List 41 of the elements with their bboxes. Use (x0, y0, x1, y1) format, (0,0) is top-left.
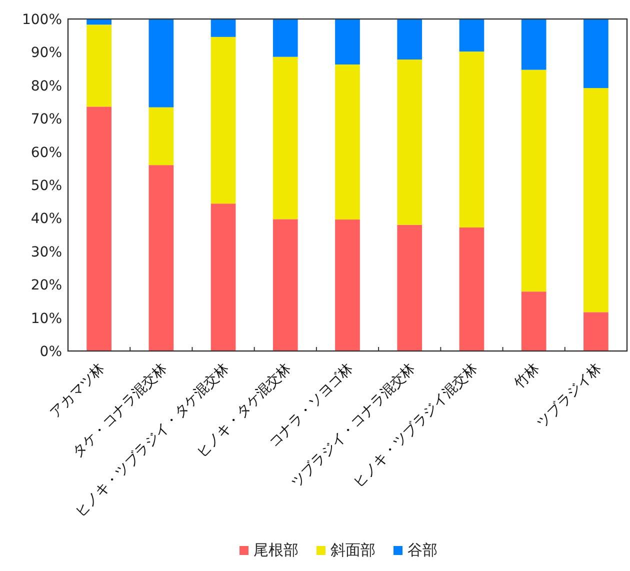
y-tick-label: 20% (30, 278, 62, 294)
bar (521, 70, 546, 292)
bar (584, 19, 608, 88)
bar (272, 56, 298, 220)
legend-label: 尾根部 (254, 541, 298, 559)
bar (148, 165, 174, 351)
bar (272, 219, 298, 351)
y-tick-label: 70% (30, 112, 62, 128)
bar (210, 36, 236, 204)
bar (148, 107, 174, 166)
bar (335, 19, 360, 64)
y-tick-label: 40% (30, 211, 62, 228)
legend-label: 斜面部 (330, 541, 376, 559)
y-tick-label: 80% (30, 78, 62, 94)
bar (459, 19, 484, 52)
y-tick-label: 0% (40, 344, 62, 360)
bar (397, 60, 422, 225)
y-tick-label: 50% (30, 178, 62, 194)
y-tick-label: 90% (30, 45, 62, 62)
bar (521, 292, 546, 351)
bar (148, 19, 174, 108)
y-tick-label: 100% (22, 12, 62, 28)
bar (521, 19, 546, 70)
bar (210, 204, 236, 351)
legend-label: 谷部 (408, 541, 438, 559)
bar (210, 19, 236, 37)
y-tick-label: 30% (30, 244, 62, 260)
bar (272, 19, 298, 57)
x-tick-label: 竹林 (512, 360, 543, 392)
bar (335, 64, 360, 220)
bar (335, 220, 360, 351)
y-tick-label: 10% (30, 310, 62, 327)
bar (86, 106, 112, 351)
y-tick-label: 60% (30, 144, 62, 161)
bar (459, 227, 484, 351)
bar (86, 24, 112, 107)
bar (397, 19, 422, 60)
bar (584, 312, 608, 351)
bar (397, 224, 422, 351)
bar (584, 88, 608, 312)
bar (459, 52, 484, 228)
